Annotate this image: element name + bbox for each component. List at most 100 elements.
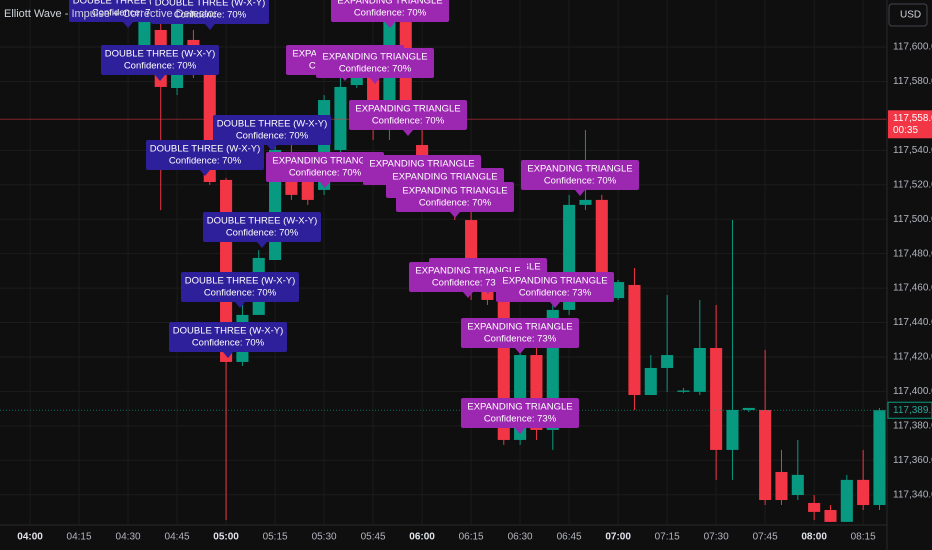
- pattern-name: DOUBLE THREE (W-X-Y): [173, 326, 284, 337]
- pattern-name: DOUBLE THREE (W-X-Y): [185, 276, 296, 287]
- candle-body: [742, 407, 755, 410]
- pattern-label-box: [396, 182, 514, 212]
- y-tick-label: 117,600.00: [893, 42, 932, 53]
- pattern-label-box: [101, 45, 219, 75]
- pattern-label: DOUBLE THREE (W-X-Y)Confidence: 70%: [203, 212, 321, 248]
- pattern-label-pointer: [320, 182, 330, 188]
- pattern-label-box: [181, 272, 299, 302]
- x-tick-label: 05:15: [263, 532, 288, 543]
- y-tick-label: 117,500.00: [893, 214, 932, 225]
- y-tick-label: 117,400.00: [893, 386, 932, 397]
- y-tick-label: 117,460.00: [893, 283, 932, 294]
- y-tick-label: 117,580.00: [893, 76, 932, 87]
- pattern-confidence: Confidence: 70%: [236, 131, 309, 142]
- x-tick-label: 07:45: [753, 532, 778, 543]
- pattern-label: DOUBLE THREE (W-X-Y)Confidence: 70%: [169, 322, 287, 358]
- pattern-label-pointer: [235, 302, 245, 308]
- pattern-label-pointer: [463, 292, 473, 298]
- pattern-confidence: Confidence: 70%: [124, 61, 197, 72]
- pattern-name: EXPANDING TRIANGLE: [502, 276, 607, 287]
- pattern-name: EXPANDING TRIANGLE: [527, 164, 632, 175]
- y-tick-label: 117,360.00: [893, 455, 932, 466]
- x-tick-label: 04:15: [67, 532, 92, 543]
- pattern-confidence: Confidence: 70%: [544, 176, 617, 187]
- pattern-label-box: [461, 318, 579, 348]
- pattern-confidence: Confidence: 70%: [174, 10, 247, 21]
- pattern-name: EXPANDING TRIANGLE: [272, 156, 377, 167]
- annotations: DOUBLE THREE (W-X-Y)Confidence: 70%DOUBL…: [69, 0, 639, 434]
- pattern-confidence: Confidence: 70%: [192, 338, 265, 349]
- pattern-label-pointer: [123, 22, 133, 28]
- axes: 117,340.00 117,360.00 117,380.00 117,400.00…: [17, 42, 932, 543]
- pattern-confidence: Confidence: 73%: [519, 288, 592, 299]
- candle-body: [693, 347, 706, 392]
- pattern-name: EXPANDING TRIANGLE: [355, 104, 460, 115]
- pattern-confidence: Confidence: 73%: [484, 414, 557, 425]
- candle-body: [595, 199, 608, 285]
- pattern-label: DOUBLE THREE (W-X-Y)Confidence: 70%: [181, 272, 299, 308]
- candle-body: [710, 347, 723, 450]
- candle-body: [840, 479, 853, 522]
- pattern-name: EXPANDING TRIANGLE: [402, 186, 507, 197]
- pattern-name: DOUBLE THREE (W-X-Y): [150, 144, 261, 155]
- pattern-label-pointer: [370, 78, 380, 84]
- pattern-label-box: [266, 152, 384, 182]
- candle-body: [644, 367, 657, 395]
- last-price-badge: [887, 401, 932, 419]
- candle-body: [334, 86, 347, 150]
- y-tick-label: 117,520.00: [893, 179, 932, 190]
- pattern-confidence: Confidence: 70%: [92, 8, 165, 19]
- pattern-name: EXPANDING TRIANGLE: [467, 402, 572, 413]
- candle-body: [677, 390, 690, 392]
- pattern-label-box: [169, 322, 287, 352]
- y-tick-label: 117,380.00: [893, 420, 932, 431]
- pattern-label-box: [331, 0, 449, 22]
- last-price-label: 117,389.05: [893, 405, 932, 416]
- currency-label[interactable]: USD: [900, 10, 921, 21]
- candle-body: [873, 410, 886, 506]
- pattern-confidence: Confidence: 73%: [484, 334, 557, 345]
- x-tick-label: 06:00: [409, 532, 435, 543]
- candle-body: [661, 355, 674, 368]
- candle-body: [628, 284, 641, 395]
- pattern-label-pointer: [550, 302, 560, 308]
- pattern-label-pointer: [267, 145, 277, 151]
- x-tick-label: 06:15: [459, 532, 484, 543]
- x-tick-label: 04:45: [165, 532, 190, 543]
- pattern-confidence: Confidence: 70%: [339, 64, 412, 75]
- candle-body: [808, 502, 821, 512]
- pattern-label-box: [349, 100, 467, 130]
- x-tick-label: 07:30: [704, 532, 729, 543]
- pattern-label-pointer: [205, 24, 215, 30]
- pattern-name: EXPANDING TRIANGLE: [322, 52, 427, 63]
- pattern-label: DOUBLE THREE (W-X-Y)Confidence: 70%: [213, 115, 331, 151]
- pattern-label-pointer: [403, 130, 413, 136]
- pattern-name: EXPANDING TRIANGLE: [392, 172, 497, 183]
- x-tick-label: 04:30: [116, 532, 141, 543]
- y-tick-label: 117,540.00: [893, 145, 932, 156]
- pattern-label-pointer: [257, 242, 267, 248]
- pattern-label-pointer: [155, 75, 165, 81]
- pattern-name: EXPANDING TRIANGLE: [467, 322, 572, 333]
- x-tick-label: 05:30: [312, 532, 337, 543]
- pattern-name: EXPANDING TRIANGLE: [415, 266, 520, 277]
- pattern-confidence: Confidence: 70%: [226, 228, 299, 239]
- currency-button[interactable]: [888, 3, 928, 27]
- pattern-label-pointer: [223, 352, 233, 358]
- candle-body: [612, 282, 625, 299]
- x-tick-label: 06:45: [557, 532, 582, 543]
- pattern-label-box: [521, 160, 639, 190]
- pattern-label-box: [213, 115, 331, 145]
- candle-body: [759, 409, 772, 501]
- pattern-label-pointer: [200, 170, 210, 176]
